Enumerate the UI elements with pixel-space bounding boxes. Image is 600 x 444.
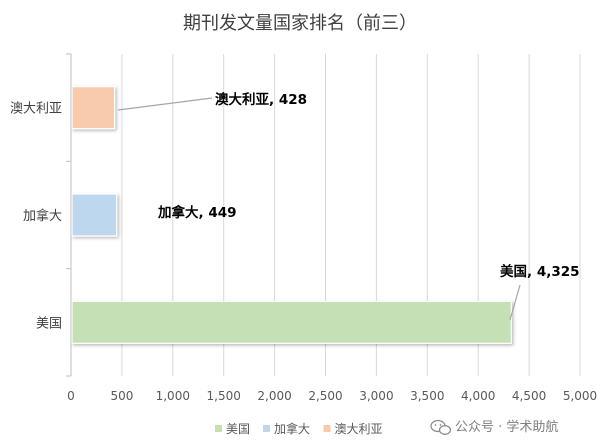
- category-label: 澳大利亚: [10, 101, 62, 117]
- watermark: 公众号 · 学术助航: [430, 419, 558, 435]
- data-label: 美国, 4,325: [500, 263, 580, 280]
- legend: 美国 加拿大 澳大利亚: [215, 421, 383, 436]
- category-label: 美国: [36, 316, 62, 331]
- legend-swatch: [323, 425, 331, 432]
- x-tick-label: 1,500: [207, 389, 241, 403]
- x-tick-label: 4,500: [512, 389, 546, 403]
- bar: [71, 86, 116, 130]
- category-label: 加拿大: [23, 208, 62, 224]
- legend-swatch: [215, 425, 222, 432]
- bars: [71, 86, 512, 344]
- data-labels: 美国, 4,325 加拿大, 449 澳大利亚, 428: [117, 91, 580, 321]
- wechat-icon: [430, 419, 452, 435]
- x-tick-label: 5,000: [563, 389, 597, 403]
- legend-entry: 澳大利亚: [335, 422, 383, 436]
- chart-title: 期刊发文量国家排名（前三）: [183, 13, 417, 34]
- data-label: 澳大利亚, 428: [215, 91, 307, 108]
- legend-entry: 加拿大: [274, 421, 310, 436]
- legend-entry: 美国: [226, 422, 250, 436]
- watermark-text: 公众号 · 学术助航: [455, 419, 558, 435]
- x-tick-label: 3,500: [410, 389, 444, 403]
- x-tick-label: 0: [67, 389, 75, 403]
- bar: [71, 193, 118, 237]
- legend-swatch: [263, 425, 270, 432]
- x-tick-label: 3,000: [359, 389, 393, 403]
- bar: [71, 300, 512, 344]
- leader-line: [117, 97, 213, 111]
- data-label: 加拿大, 449: [157, 204, 237, 221]
- x-tick-label: 4,000: [461, 389, 495, 403]
- x-axis-ticks: 0 500 1,000 1,500 2,000 2,500 3,000 3,500 4,000 4…: [67, 389, 597, 403]
- x-tick-label: 500: [110, 389, 133, 403]
- leader-line: [509, 284, 521, 321]
- gridlines: [66, 53, 581, 377]
- x-tick-label: 1,000: [156, 389, 190, 403]
- x-tick-label: 2,500: [308, 389, 342, 403]
- y-axis-categories: 美国 加拿大 澳大利亚: [10, 101, 62, 332]
- x-tick-label: 2,000: [257, 389, 291, 403]
